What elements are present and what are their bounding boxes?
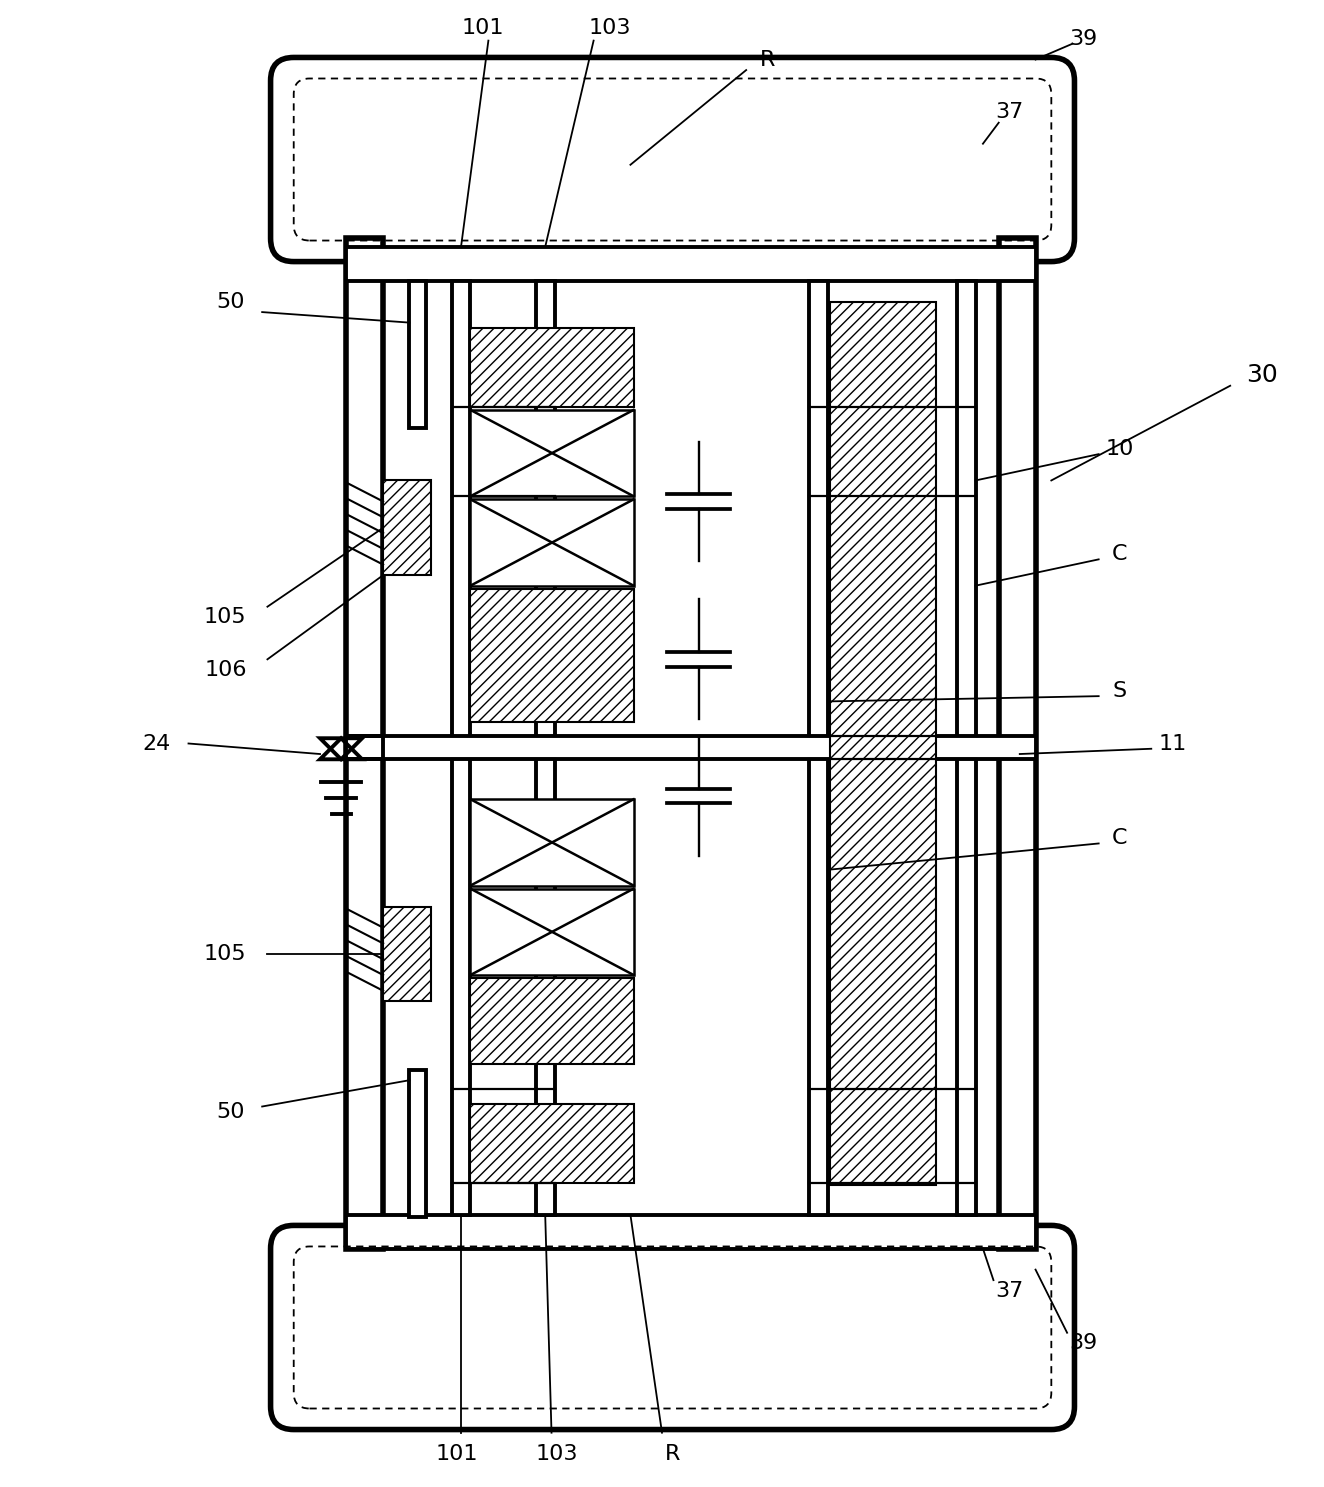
Bar [470, 500, 634, 586]
Text: 39: 39 [1068, 1334, 1098, 1353]
Text: R: R [760, 49, 775, 70]
Bar [470, 800, 634, 886]
Bar [383, 907, 430, 1001]
Bar [347, 1215, 1035, 1249]
Text: 10: 10 [1106, 439, 1133, 459]
Text: 11: 11 [1158, 733, 1186, 754]
Text: 101: 101 [436, 1444, 478, 1463]
Bar [470, 978, 634, 1065]
Text: S: S [1112, 681, 1127, 700]
Bar [998, 238, 1035, 1249]
Text: 101: 101 [462, 18, 504, 39]
Text: C: C [1112, 544, 1128, 564]
Bar [347, 238, 383, 1249]
Bar [830, 302, 936, 1185]
Text: 39: 39 [1068, 28, 1098, 49]
Bar [347, 736, 1035, 760]
Text: R: R [665, 1444, 681, 1463]
Bar [470, 410, 634, 497]
FancyBboxPatch shape [270, 58, 1075, 262]
Text: 30: 30 [1246, 363, 1278, 387]
Text: 50: 50 [216, 1102, 245, 1121]
Bar [536, 281, 555, 1215]
Bar [383, 480, 430, 575]
Text: 103: 103 [588, 18, 630, 39]
Bar [809, 281, 829, 1215]
Text: 105: 105 [204, 607, 246, 628]
Bar [957, 281, 976, 1215]
Bar [451, 281, 470, 1215]
Text: 105: 105 [204, 944, 246, 964]
Bar [470, 1105, 634, 1184]
Bar [347, 247, 1035, 281]
Text: 24: 24 [143, 733, 171, 754]
Bar [409, 1069, 426, 1216]
Text: 50: 50 [216, 291, 245, 312]
Text: C: C [1112, 828, 1128, 848]
Text: 106: 106 [204, 660, 246, 680]
Bar [470, 589, 634, 723]
Text: 37: 37 [996, 1280, 1023, 1301]
Bar [470, 889, 634, 975]
Text: 37: 37 [996, 103, 1023, 122]
FancyBboxPatch shape [270, 1225, 1075, 1429]
Text: 103: 103 [535, 1444, 579, 1463]
Bar [409, 281, 426, 428]
Bar [470, 327, 634, 407]
